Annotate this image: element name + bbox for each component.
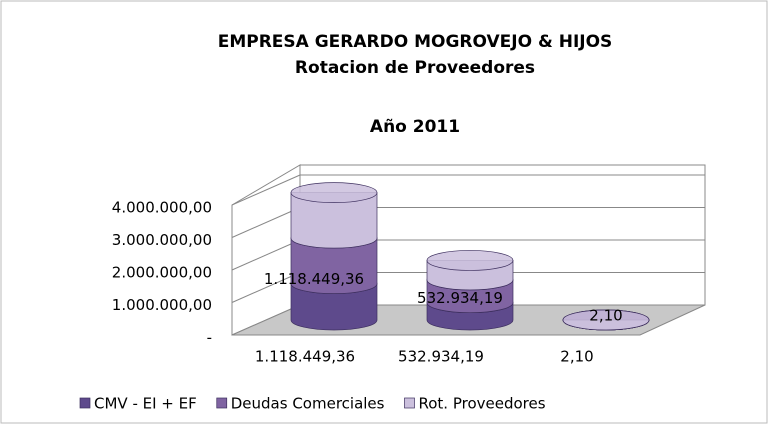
legend-swatch	[79, 397, 91, 409]
grid-line	[231, 239, 301, 271]
x-tick-label: 532.934,19	[398, 348, 484, 366]
legend-swatch	[404, 397, 415, 409]
grid-line	[231, 272, 301, 303]
legend-label: Rot. Proveedores	[418, 395, 545, 413]
legend-label: CMV - EI + EF	[94, 395, 197, 413]
cylinder-segment	[290, 192, 378, 249]
chart-subtitle: Rotacion de Proveedores	[295, 58, 535, 78]
chart-year: Año 2011	[370, 117, 460, 137]
grid-line	[231, 207, 301, 238]
cylinder-segment	[290, 237, 378, 294]
y-tick-label: -	[207, 329, 212, 347]
cylinder-segment	[290, 283, 378, 331]
grid-line	[231, 174, 301, 206]
data-label: 1.118.449,36	[264, 270, 364, 288]
y-tick-label: 4.000.000,00	[112, 199, 212, 217]
legend-label: Deudas Comerciales	[231, 395, 385, 413]
x-tick-label: 2,10	[560, 348, 593, 366]
cylinder-top	[290, 182, 378, 204]
y-tick-label: 1.000.000,00	[112, 296, 212, 314]
data-label: 532.934,19	[417, 289, 503, 307]
x-tick-label: 1.118.449,36	[255, 348, 355, 366]
data-label: 2,10	[589, 306, 622, 324]
cylinder-top	[426, 250, 514, 271]
y-tick-label: 3.000.000,00	[112, 231, 212, 249]
cylinder-top	[562, 309, 650, 331]
legend-swatch	[216, 397, 228, 409]
chart-title: EMPRESA GERARDO MOGROVEJO & HIJOS	[218, 32, 613, 52]
y-tick-label: 2.000.000,00	[112, 264, 212, 282]
